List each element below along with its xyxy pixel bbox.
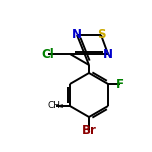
Text: F: F — [116, 78, 124, 90]
Text: Br: Br — [82, 123, 96, 136]
Text: N: N — [103, 47, 113, 60]
Text: Cl: Cl — [42, 47, 54, 60]
Text: S: S — [97, 29, 105, 41]
Text: N: N — [72, 29, 82, 41]
Text: CH₃: CH₃ — [48, 102, 64, 111]
